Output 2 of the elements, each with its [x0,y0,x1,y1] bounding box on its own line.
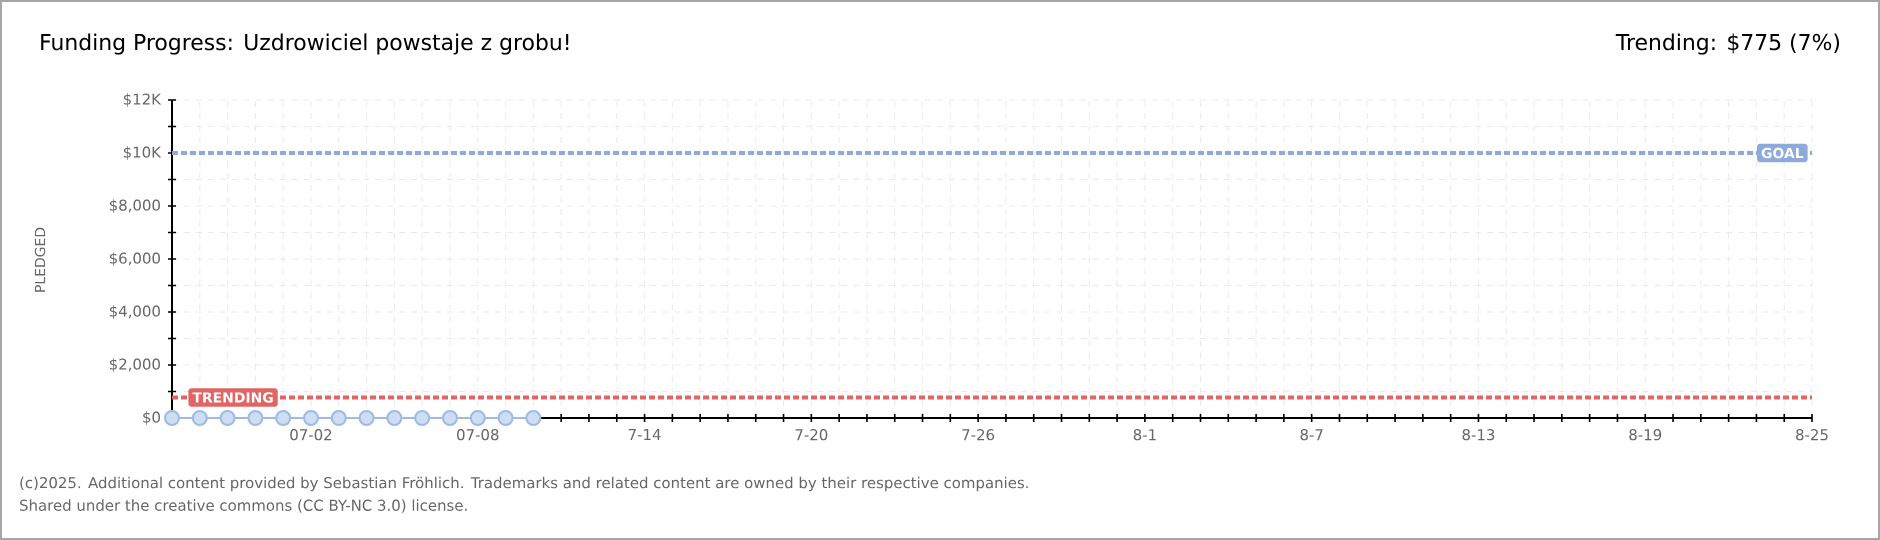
chart-title: Funding Progress: Uzdrowiciel powstaje z grobu! [41,33,569,55]
text: Trending: $775 (7%) [1615,33,1840,55]
